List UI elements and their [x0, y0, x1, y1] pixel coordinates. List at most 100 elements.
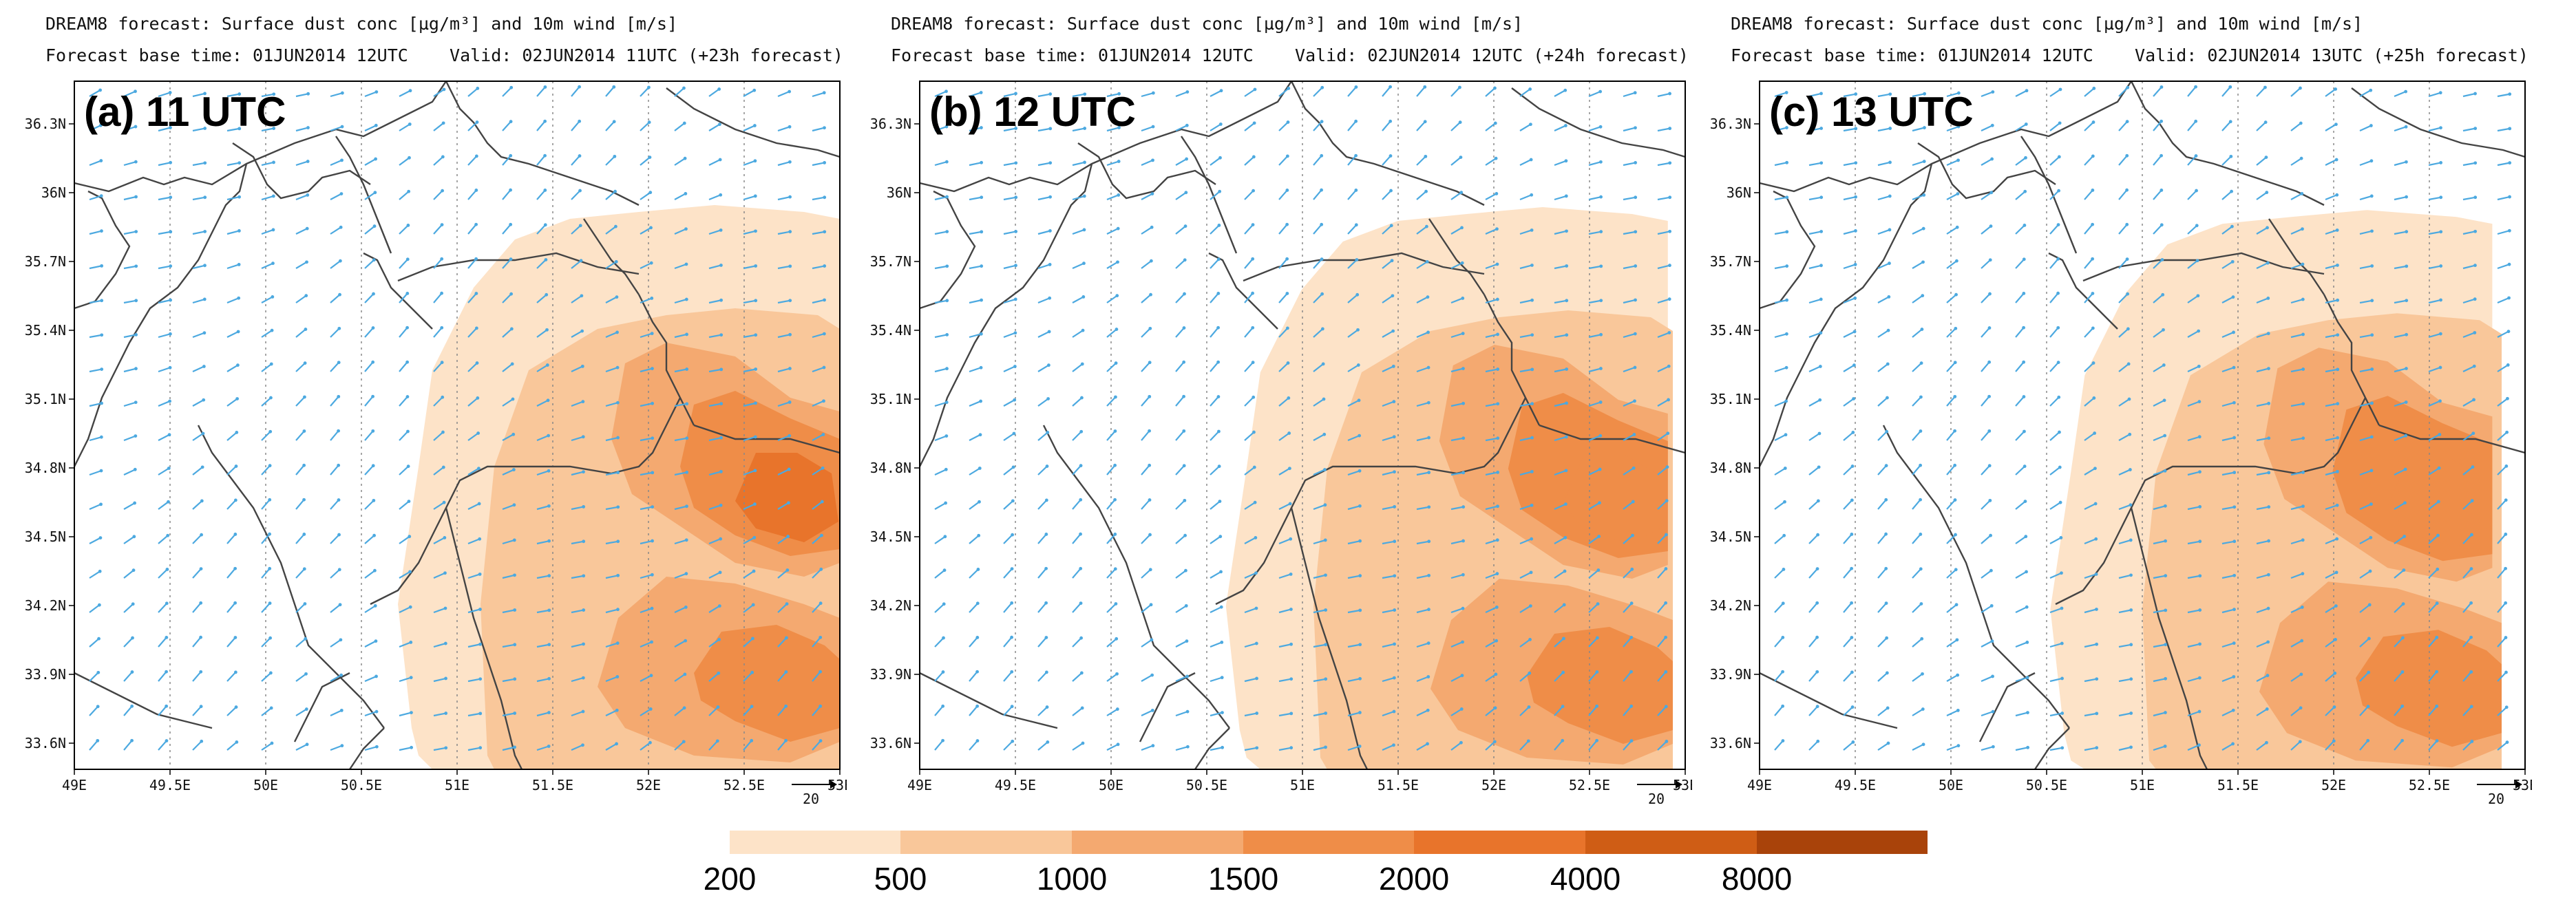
wind-vector — [1588, 469, 1601, 475]
wind-vector — [674, 403, 687, 407]
wind-vector — [467, 608, 481, 614]
wind-vector — [2325, 403, 2338, 407]
wind-vector — [2084, 397, 2095, 407]
wind-vector — [1210, 606, 1222, 613]
wind-vector-head — [513, 677, 517, 681]
wind-vector — [1623, 705, 1632, 716]
wind-vector-head — [1011, 499, 1015, 503]
wind-vector — [812, 535, 823, 544]
wind-vector — [674, 505, 687, 511]
wind-vector-head — [1815, 567, 1819, 571]
wind-vector — [2084, 292, 2093, 303]
wind-vector-head — [2160, 85, 2164, 89]
lon-tick-label: 49E — [62, 777, 87, 793]
wind-vector — [2256, 674, 2268, 682]
wind-vector — [2084, 258, 2093, 269]
wind-vector-head — [202, 365, 206, 368]
wind-vector — [812, 740, 821, 751]
wind-vector — [2187, 540, 2200, 545]
wind-vector — [2394, 91, 2407, 98]
wind-vector — [2256, 121, 2266, 131]
wind-vector — [605, 471, 618, 476]
wind-vector-head — [1426, 330, 1430, 334]
wind-vector — [1554, 604, 1565, 613]
wind-vector — [812, 299, 825, 304]
wind-vector — [123, 637, 134, 648]
wind-vector-head — [1151, 91, 1155, 95]
wind-vector — [640, 191, 651, 200]
wind-vector — [1946, 159, 1959, 167]
wind-vector — [812, 196, 825, 201]
wind-vector-head — [1595, 670, 1599, 674]
wind-vector-head — [1885, 671, 1889, 675]
wind-vector-head — [547, 574, 551, 578]
wind-vector — [1278, 121, 1289, 131]
wind-vector-head — [2230, 259, 2235, 264]
wind-vector — [123, 740, 133, 751]
wind-vector-head — [788, 299, 792, 303]
wind-vector — [1072, 363, 1083, 372]
wind-vector-head — [1254, 571, 1258, 575]
wind-vector — [969, 196, 982, 201]
wind-vector-head — [1564, 469, 1568, 473]
wind-vector-head — [1044, 601, 1048, 605]
wind-vector — [2187, 155, 2197, 166]
wind-vector-head — [579, 259, 583, 263]
wind-vector — [605, 331, 617, 339]
wind-vector-head — [1954, 568, 1958, 572]
wind-vector-head — [945, 299, 949, 303]
wind-vector-head — [752, 124, 757, 127]
wind-vector-head — [980, 160, 984, 164]
wind-vector — [399, 676, 412, 683]
wind-vector-head — [513, 608, 517, 612]
wind-vector — [969, 400, 982, 407]
wind-vector — [330, 396, 339, 407]
wind-vector-head — [478, 573, 482, 576]
wind-vector-head — [788, 332, 792, 336]
wind-vector — [2084, 538, 2097, 545]
wind-vector-head — [1114, 361, 1118, 365]
wind-vector — [1946, 193, 1959, 200]
wind-vector — [2221, 506, 2235, 511]
wind-vector — [1313, 678, 1326, 683]
wind-vector — [1450, 121, 1461, 131]
wind-vector-head — [543, 189, 547, 192]
wind-vector — [536, 399, 549, 407]
wind-vector — [399, 712, 412, 717]
wind-vector-head — [2435, 601, 2439, 606]
wind-vector-head — [819, 670, 822, 674]
wind-vector-head — [1664, 670, 1668, 674]
wind-vector-head — [444, 746, 448, 750]
wind-vector — [1981, 570, 1992, 579]
wind-vector-head — [1530, 537, 1534, 541]
wind-vector — [571, 643, 584, 648]
wind-vector-head — [1356, 328, 1360, 332]
wind-vector — [1003, 92, 1016, 98]
wind-vector-head — [2164, 676, 2168, 681]
wind-vector — [571, 155, 580, 166]
wind-vector — [467, 328, 478, 338]
wind-vector — [330, 226, 341, 235]
wind-vector — [502, 609, 515, 614]
wind-vector — [1519, 471, 1532, 476]
wind-vector — [2015, 465, 2025, 475]
wind-vector-head — [2128, 432, 2132, 436]
wind-vector — [467, 189, 477, 200]
wind-vector-head — [1044, 533, 1048, 536]
wind-vector — [330, 92, 343, 98]
wind-vector-head — [2369, 88, 2373, 92]
wind-vector — [2325, 88, 2336, 97]
wind-vector — [192, 568, 202, 579]
wind-vector — [1981, 225, 1992, 235]
wind-vector — [226, 465, 237, 475]
wind-vector-head — [2232, 641, 2236, 645]
wind-vector — [1003, 162, 1016, 167]
wind-vector-head — [2400, 670, 2405, 674]
wind-vector — [89, 503, 101, 511]
wind-vector-head — [822, 332, 826, 336]
wind-vector — [2325, 229, 2338, 235]
wind-vector — [2118, 155, 2128, 166]
wind-vector — [1106, 499, 1116, 510]
wind-vector — [502, 120, 511, 131]
wind-vector — [261, 363, 272, 372]
